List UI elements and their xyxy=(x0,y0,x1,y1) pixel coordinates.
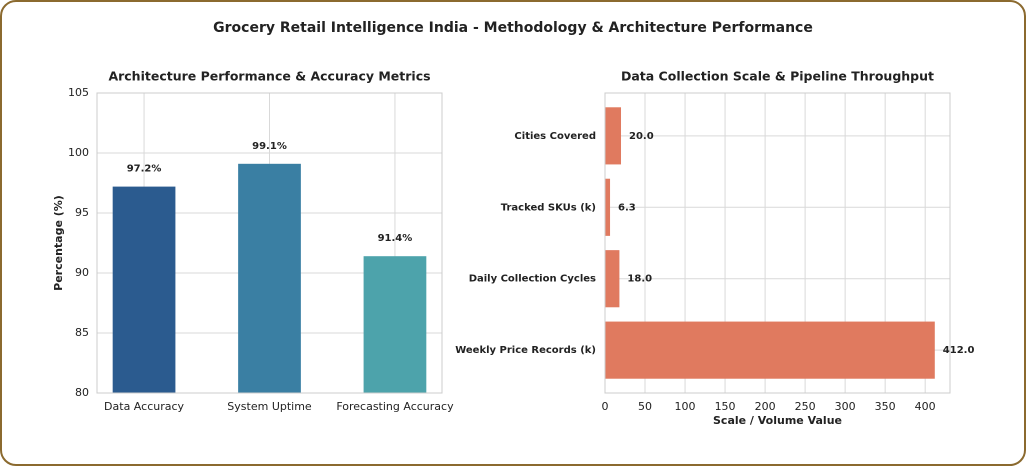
x-tick-label: 150 xyxy=(715,400,736,413)
plot-frame xyxy=(604,92,951,394)
chart-title: Data Collection Scale & Pipeline Through… xyxy=(621,69,934,84)
x-tick-label: Data Accuracy xyxy=(104,400,184,413)
value-label: 20.0 xyxy=(629,131,654,142)
y-tick-label: 90 xyxy=(75,266,89,279)
bar xyxy=(112,186,176,393)
y-tick-label: 80 xyxy=(75,386,89,399)
y-tick-label: 105 xyxy=(68,86,89,99)
x-tick-label: 0 xyxy=(602,400,609,413)
y-tick-label: Tracked SKUs (k) xyxy=(501,202,596,213)
plot-frame xyxy=(96,92,443,394)
x-tick-label: 300 xyxy=(835,400,856,413)
value-label: 99.1% xyxy=(252,141,287,152)
value-label: 412.0 xyxy=(943,345,975,356)
value-label: 97.2% xyxy=(127,164,162,175)
bar xyxy=(238,163,301,393)
bar xyxy=(605,321,935,379)
x-tick-label: System Uptime xyxy=(227,400,312,413)
bar xyxy=(363,256,427,393)
y-tick-label: Daily Collection Cycles xyxy=(469,274,596,285)
y-axis-label: Percentage (%) xyxy=(52,195,65,291)
chart-title: Architecture Performance & Accuracy Metr… xyxy=(108,69,430,84)
x-tick-label: Forecasting Accuracy xyxy=(336,400,454,413)
value-label: 91.4% xyxy=(378,233,413,244)
x-tick-label: 400 xyxy=(915,400,936,413)
y-tick-label: Cities Covered xyxy=(514,131,596,142)
bar xyxy=(605,107,622,165)
value-label: 6.3 xyxy=(618,202,636,213)
bar xyxy=(605,178,611,236)
y-tick-label: 85 xyxy=(75,326,89,339)
figure-title: Grocery Retail Intelligence India - Meth… xyxy=(213,20,813,36)
value-label: 18.0 xyxy=(627,274,652,285)
y-tick-label: 100 xyxy=(68,146,89,159)
x-axis-label: Scale / Volume Value xyxy=(713,414,842,427)
x-tick-label: 250 xyxy=(795,400,816,413)
x-tick-label: 50 xyxy=(638,400,652,413)
x-tick-label: 100 xyxy=(675,400,696,413)
bar xyxy=(605,250,620,308)
y-tick-label: 95 xyxy=(75,206,89,219)
y-tick-label: Weekly Price Records (k) xyxy=(455,345,596,356)
x-tick-label: 350 xyxy=(875,400,896,413)
x-tick-label: 200 xyxy=(755,400,776,413)
